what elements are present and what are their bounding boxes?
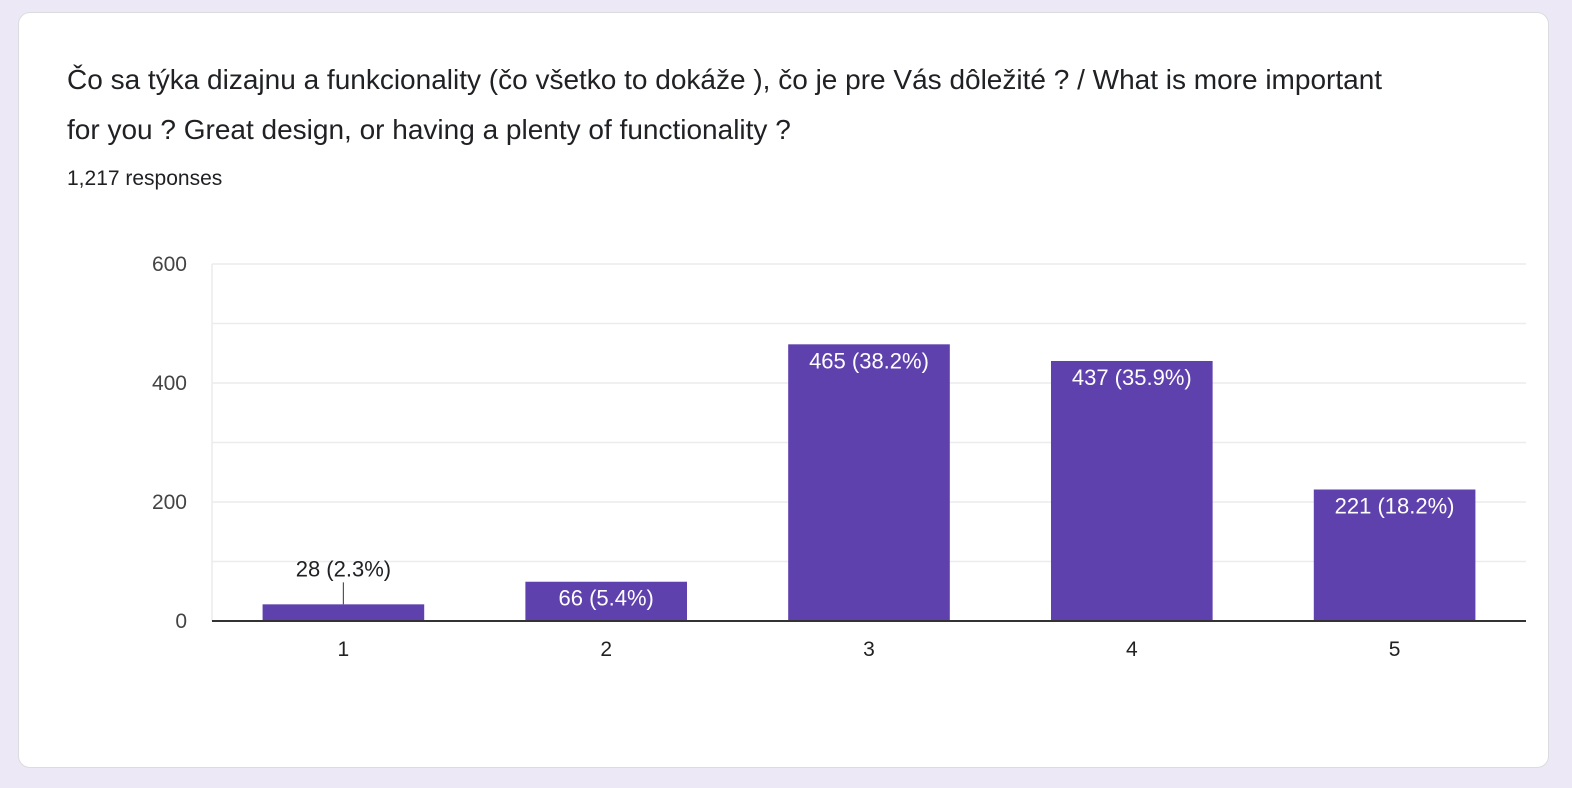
bar	[525, 581, 688, 621]
data-label: 66 (5.4%)	[559, 586, 654, 611]
data-label: 437 (35.9%)	[1072, 365, 1192, 390]
bar	[788, 344, 950, 621]
response-count: 1,217 responses	[67, 167, 223, 190]
y-tick-label: 600	[152, 253, 187, 276]
chart-card: Čo sa týka dizajnu a funkcionality (čo v…	[18, 12, 1549, 768]
x-tick-label: 1	[338, 638, 350, 661]
x-tick-label: 2	[600, 638, 612, 661]
bar	[1050, 360, 1213, 621]
data-label: 465 (38.2%)	[809, 348, 929, 373]
x-tick-label: 3	[863, 638, 875, 661]
y-tick-label: 400	[152, 372, 187, 395]
y-tick-label: 200	[152, 491, 187, 514]
data-label: 28 (2.3%)	[296, 556, 391, 581]
question-title: Čo sa týka dizajnu a funkcionality (čo v…	[67, 64, 1383, 145]
data-label: 221 (18.2%)	[1335, 494, 1455, 519]
x-tick-label: 5	[1389, 638, 1401, 661]
bar	[1313, 489, 1476, 621]
y-tick-label: 0	[175, 610, 187, 633]
bar	[262, 604, 425, 621]
x-tick-label: 4	[1126, 638, 1138, 661]
